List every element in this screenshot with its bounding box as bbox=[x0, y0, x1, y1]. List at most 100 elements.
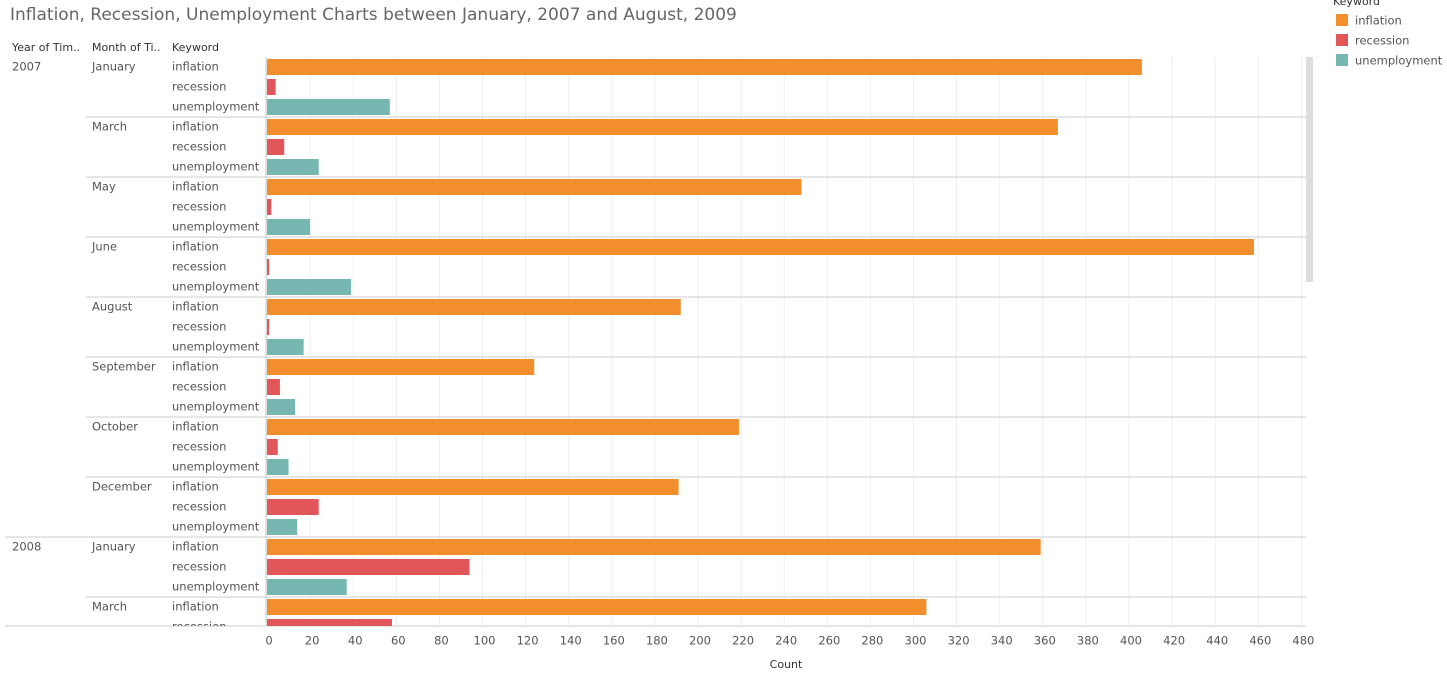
keyword-label: unemployment bbox=[172, 640, 260, 654]
bar bbox=[267, 479, 679, 495]
keyword-label: unemployment bbox=[172, 400, 260, 414]
bar bbox=[267, 179, 802, 195]
bar bbox=[267, 419, 739, 435]
bar bbox=[267, 359, 535, 375]
bar bbox=[267, 559, 470, 575]
x-tick-label: 460 bbox=[1249, 634, 1271, 648]
bar bbox=[267, 259, 270, 275]
keyword-label: recession bbox=[172, 440, 226, 454]
keyword-label: inflation bbox=[172, 600, 219, 614]
month-label: December bbox=[92, 480, 152, 494]
keyword-label: unemployment bbox=[172, 220, 260, 234]
bar bbox=[267, 519, 298, 535]
keyword-label: recession bbox=[172, 80, 226, 94]
bar bbox=[267, 59, 1142, 75]
x-tick-label: 100 bbox=[474, 634, 496, 648]
x-tick-label: 360 bbox=[1034, 634, 1056, 648]
x-tick-label: 300 bbox=[905, 634, 927, 648]
year-label: 2007 bbox=[12, 60, 41, 74]
bar bbox=[267, 99, 390, 115]
keyword-label: recession bbox=[172, 560, 226, 574]
bar bbox=[267, 139, 285, 155]
keyword-label: inflation bbox=[172, 420, 219, 434]
x-tick-label: 260 bbox=[818, 634, 840, 648]
scrollbar[interactable] bbox=[1306, 57, 1313, 282]
month-label: September bbox=[92, 360, 156, 374]
x-tick-label: 480 bbox=[1292, 634, 1314, 648]
bar bbox=[267, 199, 272, 215]
year-label: 2008 bbox=[12, 540, 41, 554]
x-tick-label: 380 bbox=[1077, 634, 1099, 648]
x-tick-label: 20 bbox=[305, 634, 320, 648]
x-tick-label: 320 bbox=[948, 634, 970, 648]
month-label: June bbox=[91, 240, 117, 254]
keyword-label: recession bbox=[172, 320, 226, 334]
month-label: August bbox=[92, 300, 133, 314]
keyword-label: recession bbox=[172, 500, 226, 514]
keyword-label: inflation bbox=[172, 300, 219, 314]
bar bbox=[267, 599, 927, 615]
keyword-label: unemployment bbox=[172, 340, 260, 354]
keyword-label: inflation bbox=[172, 240, 219, 254]
keyword-label: inflation bbox=[172, 120, 219, 134]
month-label: January bbox=[91, 60, 136, 74]
x-tick-label: 220 bbox=[732, 634, 754, 648]
x-tick-label: 200 bbox=[689, 634, 711, 648]
month-label: January bbox=[91, 540, 136, 554]
x-tick-label: 400 bbox=[1120, 634, 1142, 648]
legend-label: recession bbox=[1355, 34, 1409, 48]
bar bbox=[267, 379, 280, 395]
x-tick-label: 440 bbox=[1206, 634, 1228, 648]
x-tick-label: 180 bbox=[646, 634, 668, 648]
x-tick-label: 340 bbox=[991, 634, 1013, 648]
keyword-label: recession bbox=[172, 380, 226, 394]
x-tick-label: 140 bbox=[560, 634, 582, 648]
keyword-label: recession bbox=[172, 200, 226, 214]
month-label: May bbox=[92, 180, 116, 194]
x-tick-label: 280 bbox=[861, 634, 883, 648]
keyword-label: recession bbox=[172, 620, 226, 634]
bar bbox=[267, 399, 296, 415]
legend-title: Keyword bbox=[1333, 0, 1380, 8]
x-tick-label: 60 bbox=[391, 634, 406, 648]
keyword-label: inflation bbox=[172, 540, 219, 554]
legend-swatch bbox=[1336, 34, 1348, 46]
keyword-label: recession bbox=[172, 260, 226, 274]
bar bbox=[267, 299, 681, 315]
legend-label: unemployment bbox=[1355, 54, 1443, 68]
legend-swatch bbox=[1336, 54, 1348, 66]
x-tick-label: 40 bbox=[348, 634, 363, 648]
keyword-label: unemployment bbox=[172, 580, 260, 594]
bar bbox=[267, 279, 352, 295]
keyword-label: unemployment bbox=[172, 460, 260, 474]
x-tick-label: 0 bbox=[265, 634, 272, 648]
legend-swatch bbox=[1336, 14, 1348, 26]
bar bbox=[267, 159, 319, 175]
bar bbox=[267, 339, 304, 355]
x-tick-label: 240 bbox=[775, 634, 797, 648]
chart-title: Inflation, Recession, Unemployment Chart… bbox=[10, 5, 737, 25]
x-tick-label: 420 bbox=[1163, 634, 1185, 648]
bar bbox=[267, 239, 1254, 255]
legend-label: inflation bbox=[1355, 14, 1402, 28]
bar bbox=[267, 579, 347, 595]
keyword-label: inflation bbox=[172, 180, 219, 194]
bar bbox=[267, 439, 278, 455]
month-label: March bbox=[92, 120, 127, 134]
x-tick-label: 160 bbox=[603, 634, 625, 648]
bar bbox=[267, 499, 319, 515]
keyword-label: inflation bbox=[172, 60, 219, 74]
row-header: Year of Tim.. bbox=[11, 41, 80, 54]
bar bbox=[267, 539, 1041, 555]
row-header: Keyword bbox=[172, 41, 219, 54]
row-header: Month of Ti.. bbox=[92, 41, 161, 54]
bar bbox=[267, 459, 289, 475]
keyword-label: recession bbox=[172, 140, 226, 154]
keyword-label: inflation bbox=[172, 480, 219, 494]
bar bbox=[267, 219, 311, 235]
x-tick-label: 120 bbox=[517, 634, 539, 648]
keyword-label: unemployment bbox=[172, 520, 260, 534]
x-tick-label: 80 bbox=[434, 634, 449, 648]
bar bbox=[267, 79, 276, 95]
